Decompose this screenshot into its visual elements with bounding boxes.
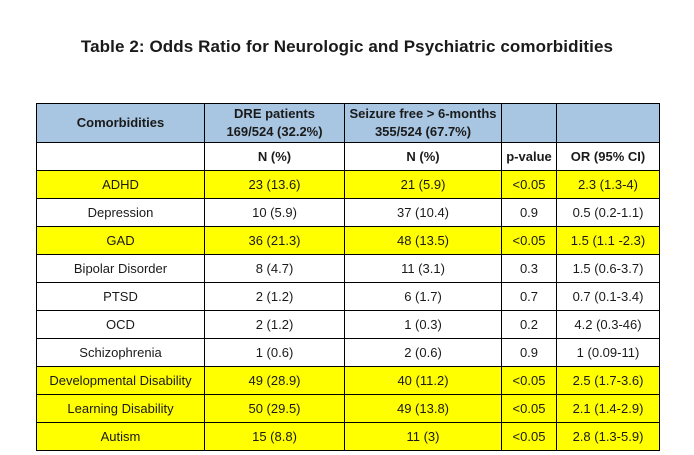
cell-dre: 15 (8.8) xyxy=(204,422,345,451)
cell-pvalue: 0.7 xyxy=(501,282,557,311)
cell-comorbidity: Developmental Disability xyxy=(36,366,205,395)
cell-dre: 2 (1.2) xyxy=(204,282,345,311)
table-title: Table 2: Odds Ratio for Neurologic and P… xyxy=(80,37,614,56)
header-dre-line1: DRE patients xyxy=(234,106,315,122)
cell-dre: 50 (29.5) xyxy=(204,394,345,423)
cell-pvalue: 0.2 xyxy=(501,310,557,339)
cell-comorbidity: OCD xyxy=(36,310,205,339)
table-row: GAD 36 (21.3) 48 (13.5) <0.05 1.5 (1.1 -… xyxy=(36,226,660,255)
cell-pvalue: <0.05 xyxy=(501,170,557,199)
cell-comorbidity: ADHD xyxy=(36,170,205,199)
cell-or: 1.5 (0.6-3.7) xyxy=(556,254,660,283)
cell-pvalue: <0.05 xyxy=(501,226,557,255)
table-row: ADHD 23 (13.6) 21 (5.9) <0.05 2.3 (1.3-4… xyxy=(36,170,660,199)
cell-seizure: 11 (3.1) xyxy=(344,254,502,283)
header-comorbidities: Comorbidities xyxy=(36,103,205,143)
cell-comorbidity: Schizophrenia xyxy=(36,338,205,367)
header-seizure-line2: 355/524 (67.7%) xyxy=(374,124,472,139)
cell-seizure: 11 (3) xyxy=(344,422,502,451)
header-seizure-free: Seizure free > 6-months 355/524 (67.7%) xyxy=(344,103,502,143)
cell-dre: 2 (1.2) xyxy=(204,310,345,339)
cell-dre: 1 (0.6) xyxy=(204,338,345,367)
table-row: Schizophrenia 1 (0.6) 2 (0.6) 0.9 1 (0.0… xyxy=(36,338,660,367)
header-pvalue-blank xyxy=(501,103,557,143)
cell-or: 1.5 (1.1 -2.3) xyxy=(556,226,660,255)
cell-or: 2.5 (1.7-3.6) xyxy=(556,366,660,395)
subheader-seizure-npct: N (%) xyxy=(344,142,502,171)
cell-seizure: 6 (1.7) xyxy=(344,282,502,311)
cell-pvalue: <0.05 xyxy=(501,366,557,395)
cell-or: 2.8 (1.3-5.9) xyxy=(556,422,660,451)
table-row: Bipolar Disorder 8 (4.7) 11 (3.1) 0.3 1.… xyxy=(36,254,660,283)
subheader-dre-npct: N (%) xyxy=(204,142,345,171)
cell-pvalue: <0.05 xyxy=(501,422,557,451)
cell-seizure: 21 (5.9) xyxy=(344,170,502,199)
cell-comorbidity: PTSD xyxy=(36,282,205,311)
cell-comorbidity: Depression xyxy=(36,198,205,227)
header-dre-line2: 169/524 (32.2%) xyxy=(226,124,323,139)
table-row: PTSD 2 (1.2) 6 (1.7) 0.7 0.7 (0.1-3.4) xyxy=(36,282,660,311)
cell-or: 0.7 (0.1-3.4) xyxy=(556,282,660,311)
cell-dre: 23 (13.6) xyxy=(204,170,345,199)
cell-seizure: 48 (13.5) xyxy=(344,226,502,255)
cell-seizure: 37 (10.4) xyxy=(344,198,502,227)
header-dre-patients: DRE patients 169/524 (32.2%) xyxy=(204,103,345,143)
table-row: Depression 10 (5.9) 37 (10.4) 0.9 0.5 (0… xyxy=(36,198,660,227)
cell-dre: 10 (5.9) xyxy=(204,198,345,227)
cell-or: 0.5 (0.2-1.1) xyxy=(556,198,660,227)
table-row: OCD 2 (1.2) 1 (0.3) 0.2 4.2 (0.3-46) xyxy=(36,310,660,339)
cell-seizure: 1 (0.3) xyxy=(344,310,502,339)
cell-comorbidity: Bipolar Disorder xyxy=(36,254,205,283)
subheader-or: OR (95% CI) xyxy=(556,142,660,171)
cell-or: 2.1 (1.4-2.9) xyxy=(556,394,660,423)
table-header-row: Comorbidities DRE patients 169/524 (32.2… xyxy=(36,103,660,143)
cell-comorbidity: GAD xyxy=(36,226,205,255)
cell-seizure: 49 (13.8) xyxy=(344,394,502,423)
subheader-blank xyxy=(36,142,205,171)
cell-or: 2.3 (1.3-4) xyxy=(556,170,660,199)
header-or-blank xyxy=(556,103,660,143)
table-row: Learning Disability 50 (29.5) 49 (13.8) … xyxy=(36,394,660,423)
cell-or: 1 (0.09-11) xyxy=(556,338,660,367)
cell-dre: 36 (21.3) xyxy=(204,226,345,255)
cell-dre: 49 (28.9) xyxy=(204,366,345,395)
cell-seizure: 2 (0.6) xyxy=(344,338,502,367)
subheader-pvalue: p-value xyxy=(501,142,557,171)
table-row: Developmental Disability 49 (28.9) 40 (1… xyxy=(36,366,660,395)
cell-pvalue: 0.3 xyxy=(501,254,557,283)
cell-pvalue: 0.9 xyxy=(501,338,557,367)
cell-comorbidity: Learning Disability xyxy=(36,394,205,423)
cell-pvalue: 0.9 xyxy=(501,198,557,227)
cell-seizure: 40 (11.2) xyxy=(344,366,502,395)
table-row: Autism 15 (8.8) 11 (3) <0.05 2.8 (1.3-5.… xyxy=(36,422,660,451)
cell-or: 4.2 (0.3-46) xyxy=(556,310,660,339)
cell-comorbidity: Autism xyxy=(36,422,205,451)
table-subheader-row: N (%) N (%) p-value OR (95% CI) xyxy=(36,142,660,171)
header-seizure-line1: Seizure free > 6-months xyxy=(349,106,497,122)
cell-pvalue: <0.05 xyxy=(501,394,557,423)
odds-ratio-table: Comorbidities DRE patients 169/524 (32.2… xyxy=(36,103,660,451)
cell-dre: 8 (4.7) xyxy=(204,254,345,283)
